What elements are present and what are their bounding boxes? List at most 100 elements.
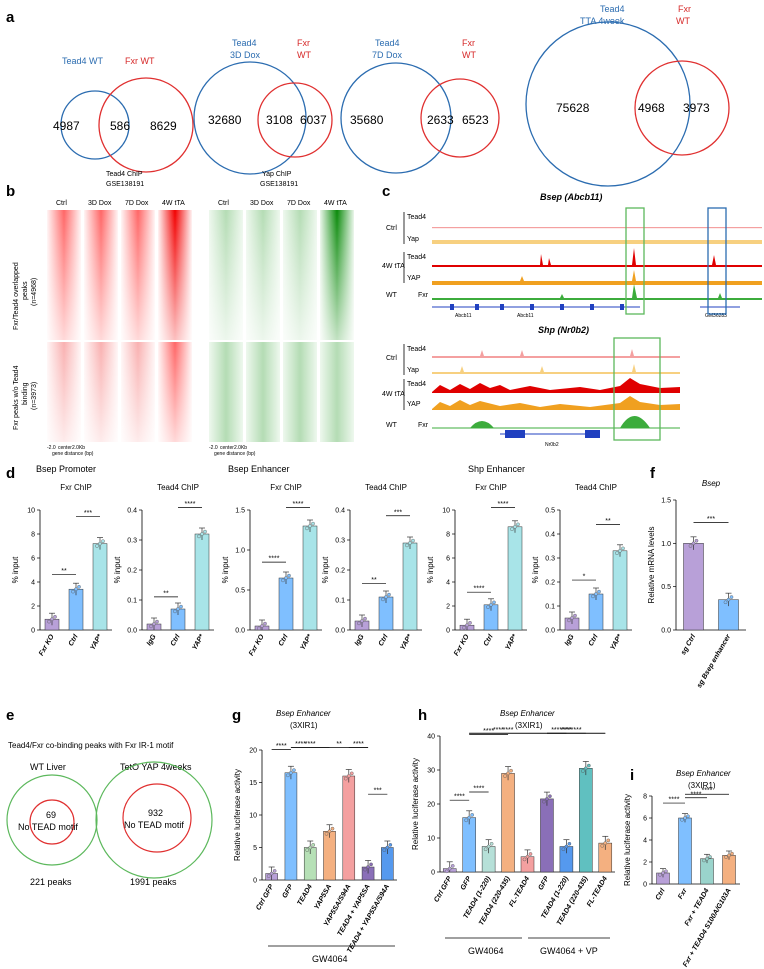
chart-d2-bar-2 bbox=[194, 533, 210, 631]
chart-d4-ytick-label-0: 0.0 bbox=[335, 628, 345, 635]
panel-g-title-2: (3XIR1) bbox=[290, 721, 318, 730]
chart-g-cat-3: YAP5SA bbox=[313, 884, 333, 911]
g1-track-4w-tead4 bbox=[432, 248, 762, 267]
chart-d6-ytick-label-1: 0.1 bbox=[545, 604, 555, 611]
venn-a4-right-title-1: Fxr bbox=[678, 4, 691, 14]
chart-d6-ylabel: % input bbox=[531, 556, 540, 583]
chart-d4-cat-1: Ctrl bbox=[378, 633, 391, 648]
chart-d1-sig-label-0: ** bbox=[61, 568, 67, 575]
chart-i-dot-1-2 bbox=[686, 814, 690, 819]
chart-d1-ytick-label-5: 10 bbox=[27, 508, 35, 515]
venn-a1-right-count: 8629 bbox=[150, 119, 177, 133]
hm-yap-3d-bottom bbox=[246, 342, 280, 442]
g1-highlight-blue bbox=[707, 207, 727, 315]
chart-d6-ytick-label-3: 0.3 bbox=[545, 556, 555, 563]
g2-gene-label: Nr0b2 bbox=[545, 442, 559, 448]
chart-h-dot-0-1 bbox=[447, 866, 452, 871]
venn-a4: Tead4 TTA 4week Fxr WT 75628 4968 3973 bbox=[525, 4, 730, 187]
chart-d1-dot-1-0 bbox=[71, 589, 75, 594]
chart-f-dot-0-1 bbox=[691, 541, 696, 546]
chart-i-ytick-label-0: 0 bbox=[643, 882, 647, 889]
chart-d3-cat-0: Fxr KO bbox=[248, 633, 266, 657]
chart-i-ytick-label-4: 8 bbox=[643, 794, 647, 801]
venn-a1-left-title: Tead4 WT bbox=[62, 56, 104, 66]
heatmap-column-labels: Ctrl 3D Dox 7D Dox 4W tTA Ctrl 3D Dox 7D… bbox=[56, 200, 347, 207]
chart-g-dot-4-0 bbox=[343, 776, 348, 781]
chart-i-ytick-label-1: 2 bbox=[643, 860, 647, 867]
chart-h-dot-2-0 bbox=[483, 847, 488, 852]
chart-d1-ytick-label-1: 2 bbox=[31, 604, 35, 611]
chart-h-sig-label-2: **** bbox=[483, 728, 494, 735]
chart-g-dot-2-0 bbox=[305, 848, 310, 852]
chart-d3-ytick-label-3: 1.5 bbox=[235, 508, 245, 515]
chart-f-ytick-label-0: 0.0 bbox=[661, 628, 671, 635]
chart-d5-ytick-label-4: 8 bbox=[446, 532, 450, 539]
hm-axis-caption-2: gene distance (bp) bbox=[214, 451, 256, 457]
chart-d6-dot-1-1 bbox=[594, 592, 598, 596]
chart-d3-dot-2-2 bbox=[311, 521, 315, 526]
chart-g-dot-4-2 bbox=[349, 771, 354, 776]
chart-d6-ytick-label-5: 0.5 bbox=[545, 508, 555, 515]
chart-d2-title: Tead4 ChIP bbox=[157, 483, 199, 492]
chart-h-dot-1-2 bbox=[470, 813, 474, 817]
hm-tead4-fade-bottom bbox=[47, 342, 192, 442]
chart-d2-dot-2-2 bbox=[203, 529, 207, 534]
chart-i-bar-1 bbox=[678, 817, 692, 885]
chart-d5-cat-2: YAP* bbox=[504, 633, 518, 651]
chart-d2-cat-0: IgG bbox=[146, 633, 158, 647]
chart-d6-dot-2-1 bbox=[618, 549, 622, 553]
heatmap-axes: -2.0 center 2.0Kb gene distance (bp) -2.… bbox=[47, 445, 256, 457]
chart-d1-title: Fxr ChIP bbox=[60, 483, 92, 492]
chart-d4: Tead4 ChIP 0.0 0.1 0.2 0.3 0.4 % input IgG Ctrl Y… bbox=[321, 483, 422, 651]
venn-a2-right-count: 6037 bbox=[300, 113, 327, 127]
panel-g-title-1: Bsep Enhancer bbox=[276, 709, 331, 718]
g2-track-4w-tead4 bbox=[432, 378, 680, 393]
chart-d1-dot-2-2 bbox=[101, 539, 105, 544]
chart-d3-dot-0-2 bbox=[263, 621, 267, 626]
chart-d4-dot-1-1 bbox=[384, 595, 388, 599]
venn-a2-circle-left bbox=[193, 61, 307, 175]
chart-d6-sig-label-1: ** bbox=[605, 518, 611, 525]
chart-g-dot-4-1 bbox=[346, 774, 351, 778]
chart-g-dot-2-2 bbox=[311, 843, 316, 847]
chart-d5-cat-1: Ctrl bbox=[483, 633, 496, 648]
chart-i-sig-label-0: **** bbox=[669, 797, 680, 804]
chart-d2-dot-2-0 bbox=[197, 534, 201, 539]
chart-d1-ylabel: % input bbox=[11, 556, 20, 583]
chart-h-dot-1-1 bbox=[467, 815, 471, 820]
chart-d2-dot-0-1 bbox=[152, 622, 156, 626]
hm-tead4-fade-top bbox=[47, 210, 192, 340]
chart-d2-dot-1-2 bbox=[179, 604, 183, 609]
chart-d1-dot-2-0 bbox=[95, 544, 99, 548]
chart-d6-dot-2-0 bbox=[615, 551, 619, 556]
chart-d3-dot-0-0 bbox=[257, 626, 261, 631]
chart-g-dot-5-1 bbox=[366, 865, 370, 869]
chart-f-ytick-label-3: 1.5 bbox=[661, 498, 671, 505]
chart-d3-bar-2 bbox=[302, 525, 318, 631]
chart-g-ytick-label-3: 15 bbox=[249, 780, 257, 787]
chart-h-dot-6-0 bbox=[561, 847, 566, 852]
venn-a3-circle-left bbox=[340, 62, 452, 174]
col-label-yap-ctrl: Ctrl bbox=[218, 200, 229, 207]
chart-h-dot-3-0 bbox=[503, 774, 507, 778]
chart-d2-ylabel: % input bbox=[113, 556, 122, 583]
heatmap-tead4 bbox=[47, 210, 192, 442]
col-label-yap-4w: 4W tTA bbox=[324, 200, 347, 207]
chart-h-dot-5-2 bbox=[548, 794, 552, 798]
chart-h-cat-5: GFP bbox=[537, 875, 550, 891]
chart-d2-cat-2: YAP* bbox=[191, 633, 205, 651]
chart-d3-ylabel: % input bbox=[221, 556, 230, 583]
chart-d5-dot-1-0 bbox=[486, 605, 490, 610]
heatmap-row-labels: Fxr/Tead4 overlapped peaks (n=4968) Fxr … bbox=[13, 262, 38, 430]
chart-h-dot-4-0 bbox=[522, 857, 527, 862]
chart-d4-dot-0-0 bbox=[357, 621, 361, 626]
chart-h-cat-8: FL-TEAD4 bbox=[586, 875, 609, 908]
chart-g-dot-1-0 bbox=[286, 773, 290, 778]
row-label-top-1: Fxr/Tead4 overlapped bbox=[13, 262, 20, 330]
chart-h-bar-7 bbox=[579, 768, 593, 873]
chart-i-dot-0-1 bbox=[661, 871, 665, 875]
panel-a-label: a bbox=[6, 9, 15, 26]
g1-ctrl-yap: Yap bbox=[407, 236, 419, 243]
chart-d1-ytick-label-2: 4 bbox=[31, 580, 35, 587]
chart-d5-dot-1-1 bbox=[489, 603, 493, 607]
